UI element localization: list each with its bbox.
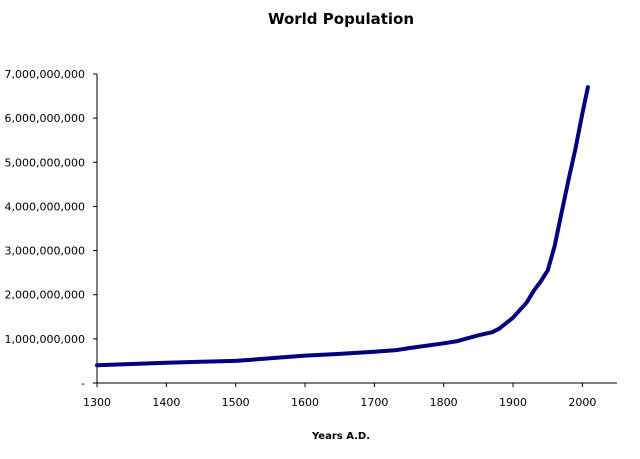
data-point <box>455 339 460 343</box>
data-point <box>372 350 376 354</box>
data-point <box>566 178 571 182</box>
data-point <box>199 360 203 364</box>
data-point <box>234 359 238 363</box>
x-tick-label: 1800 <box>430 396 458 409</box>
data-point <box>553 244 557 248</box>
x-tick-label: 1900 <box>499 396 527 409</box>
data-point <box>130 362 134 366</box>
population-series-line <box>95 85 590 368</box>
data-point <box>95 363 99 367</box>
data-point <box>476 333 480 337</box>
y-tick-label: 7,000,000,000 <box>5 68 85 81</box>
x-tick-label: 1400 <box>152 396 180 409</box>
data-point <box>532 289 536 293</box>
chart-title: World Population <box>268 10 414 28</box>
y-tick-label: 2,000,000,000 <box>5 289 85 302</box>
x-tick-label: 1300 <box>83 396 111 409</box>
data-point <box>546 268 550 272</box>
y-tick-label: 4,000,000,000 <box>5 200 85 213</box>
data-point <box>573 147 578 151</box>
data-point <box>580 112 584 116</box>
x-tick-label: 2000 <box>568 396 596 409</box>
population-series-points <box>95 85 590 367</box>
y-tick-label: 1,000,000,000 <box>5 333 85 346</box>
data-point <box>559 211 564 215</box>
data-point <box>407 346 411 350</box>
y-tick-label: - <box>81 377 85 390</box>
data-point <box>164 361 168 365</box>
data-point <box>490 330 494 334</box>
data-point <box>511 316 515 320</box>
y-tick-label: 5,000,000,000 <box>5 156 85 169</box>
y-axis-ticks: - 1,000,000,000 2,000,000,000 3,000,000,000… <box>5 68 97 390</box>
data-point <box>393 348 397 352</box>
data-point <box>268 356 272 360</box>
data-point <box>303 354 307 358</box>
data-point <box>497 327 501 331</box>
data-point <box>586 85 590 89</box>
x-axis-title: Years A.D. <box>311 431 370 442</box>
y-tick-label: 6,000,000,000 <box>5 112 85 125</box>
y-tick-label: 3,000,000,000 <box>5 245 85 258</box>
data-point <box>525 300 529 304</box>
x-tick-label: 1500 <box>222 396 250 409</box>
x-tick-label: 1600 <box>291 396 319 409</box>
x-axis-ticks: 1300 1400 1500 1600 1700 1800 1900 2000 <box>83 383 596 409</box>
data-point <box>338 352 342 356</box>
x-tick-label: 1700 <box>360 396 388 409</box>
data-point <box>442 341 446 345</box>
data-point <box>539 279 543 284</box>
